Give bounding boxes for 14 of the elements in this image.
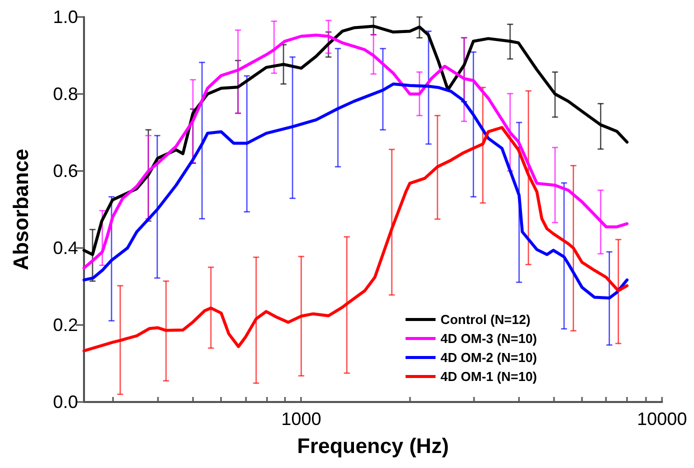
y-tick-label: 1.0	[52, 7, 78, 27]
legend-label: 4D OM-1 (N=10)	[440, 369, 538, 384]
x-axis-title: Frequency (Hz)	[297, 435, 449, 458]
legend-label: Control (N=12)	[440, 312, 530, 327]
y-tick-label: 0.4	[52, 238, 78, 258]
x-tick-label: 1000	[281, 409, 322, 429]
legend-label: 4D OM-3 (N=10)	[440, 331, 538, 346]
y-tick-label: 0.0	[52, 392, 78, 412]
y-axis-title: Absorbance	[10, 148, 33, 270]
x-tick-label: 10000	[636, 409, 688, 429]
y-tick-label: 0.2	[52, 315, 78, 335]
y-tick-label: 0.8	[52, 84, 78, 104]
legend-label: 4D OM-2 (N=10)	[440, 350, 538, 365]
y-tick-label: 0.6	[52, 161, 78, 181]
